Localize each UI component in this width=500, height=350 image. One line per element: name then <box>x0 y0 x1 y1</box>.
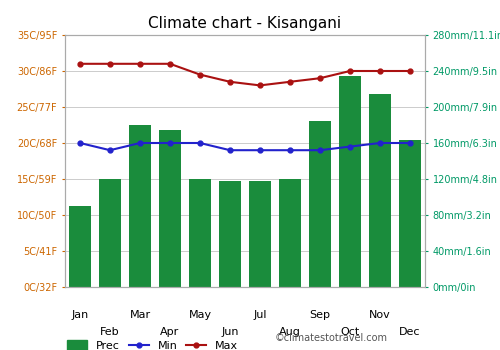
Text: May: May <box>188 310 212 320</box>
Bar <box>69 206 91 287</box>
Text: Nov: Nov <box>369 310 391 320</box>
Bar <box>279 179 301 287</box>
Text: Sep: Sep <box>310 310 330 320</box>
Bar <box>219 181 241 287</box>
Title: Climate chart - Kisangani: Climate chart - Kisangani <box>148 16 342 31</box>
Text: Dec: Dec <box>399 327 421 337</box>
Text: Apr: Apr <box>160 327 180 337</box>
Bar <box>399 140 421 287</box>
Bar <box>189 179 211 287</box>
Text: Jan: Jan <box>72 310 88 320</box>
Bar <box>309 120 331 287</box>
Bar <box>249 181 271 287</box>
Text: Aug: Aug <box>279 327 301 337</box>
Bar <box>369 93 391 287</box>
Text: ©climatestotravel.com: ©climatestotravel.com <box>275 333 388 343</box>
Bar <box>339 76 361 287</box>
Text: Mar: Mar <box>130 310 150 320</box>
Text: Oct: Oct <box>340 327 359 337</box>
Legend: Prec, Min, Max: Prec, Min, Max <box>67 341 238 350</box>
Text: Feb: Feb <box>100 327 120 337</box>
Text: Jun: Jun <box>221 327 239 337</box>
Bar <box>99 179 121 287</box>
Text: Jul: Jul <box>254 310 267 320</box>
Bar <box>129 125 151 287</box>
Bar <box>159 130 181 287</box>
